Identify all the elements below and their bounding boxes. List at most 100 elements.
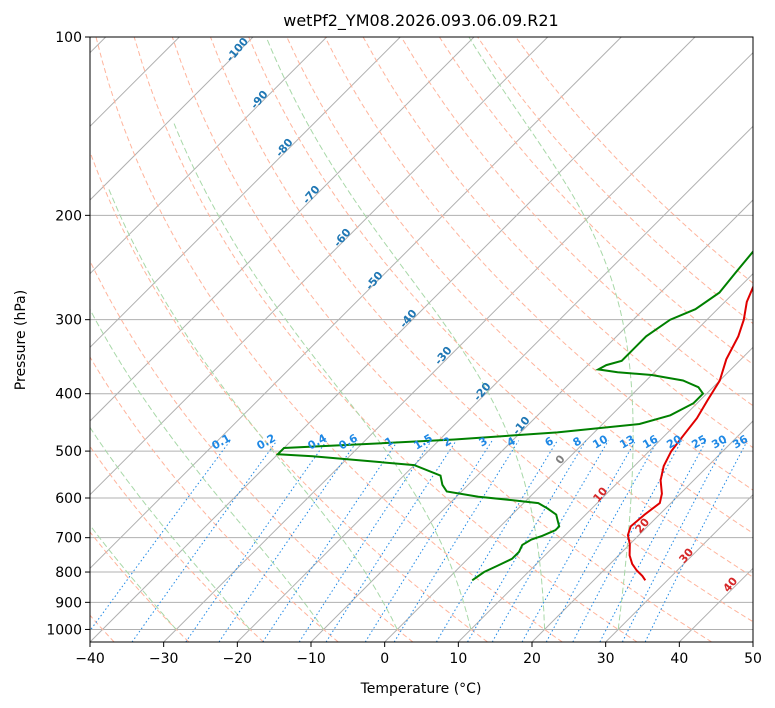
- y-tick-label: 500: [55, 444, 82, 460]
- theta-label: -60: [331, 226, 354, 250]
- isobar-lines: [90, 37, 753, 630]
- theta-label: -100: [223, 35, 251, 65]
- moist-adiabat-line: [265, 37, 546, 630]
- moist-adiabat-line: [90, 426, 251, 630]
- mixing-ratio-label: 36: [730, 432, 750, 451]
- theta-label: -30: [432, 344, 455, 368]
- y-tick-label: 1000: [46, 622, 82, 638]
- x-axis: −40 −30 −20 −10 0 10 20 30 40 50: [75, 642, 762, 667]
- mixing-ratio-line: [298, 440, 432, 642]
- dry-adiabat-line: [95, 37, 563, 642]
- theta-label: 20: [632, 515, 652, 535]
- isotherm-line: [90, 37, 328, 275]
- mixing-ratio-line: [131, 440, 278, 642]
- chart-title: wetPf2_YM08.2026.093.06.09.R21: [283, 11, 558, 31]
- isotherm-line: [752, 641, 753, 642]
- moist-adiabat-line: [107, 188, 398, 630]
- moist-adiabat-line: [90, 308, 324, 630]
- theta-label: -50: [363, 269, 386, 293]
- mixing-ratio-line: [545, 440, 659, 642]
- dry-adiabat-line: [362, 37, 753, 449]
- y-axis-label: Pressure (hPa): [13, 290, 29, 390]
- mixing-ratio-line: [491, 440, 609, 642]
- mixing-ratio-line: [325, 440, 457, 642]
- isotherm-line: [163, 51, 753, 642]
- theta-label: -90: [248, 88, 271, 112]
- x-tick-label: 30: [597, 651, 615, 667]
- moist-adiabat-line: [173, 123, 472, 630]
- x-tick-label: 40: [670, 651, 688, 667]
- profile-lines: [275, 250, 753, 582]
- moist-adiabat-line: [468, 37, 634, 630]
- x-tick-label: −10: [296, 651, 326, 667]
- dry-adiabat-lines: [90, 37, 753, 642]
- plot-frame: [89, 36, 754, 643]
- mixing-ratio-line: [262, 440, 399, 642]
- moist-adiabat-lines: [90, 37, 634, 630]
- dry-adiabat-line: [171, 37, 712, 642]
- isotherm-line: [605, 493, 753, 642]
- dry-adiabat-line: [90, 259, 414, 642]
- dry-adiabat-line: [133, 37, 638, 642]
- dewpoint-profile-line: [275, 250, 753, 582]
- isotherm-line: [90, 37, 622, 570]
- mixing-ratio-label: 20: [664, 432, 684, 451]
- x-tick-label: 20: [523, 651, 541, 667]
- mixing-ratio-label: 0.2: [255, 431, 278, 452]
- mixing-ratio-label: 0.4: [306, 431, 330, 452]
- mixing-ratio-line: [467, 440, 587, 642]
- dry-adiabat-line: [210, 37, 753, 623]
- mixing-ratio-line: [599, 440, 707, 642]
- y-tick-label: 700: [55, 531, 82, 547]
- x-axis-label: Temperature (°C): [360, 681, 482, 697]
- theta-label: 40: [720, 574, 740, 594]
- dry-adiabat-line: [90, 445, 264, 642]
- mixing-ratio-label: 2: [441, 434, 454, 449]
- isotherm-line: [90, 37, 475, 422]
- isotherm-line: [457, 346, 753, 642]
- mixing-ratio-label: 6: [543, 434, 556, 449]
- mixing-ratio-label: 13: [617, 433, 637, 452]
- y-axis: 100 200 300 400 500 600 700 800 900 1000: [46, 30, 90, 638]
- mixing-ratio-label: 0.1: [210, 431, 233, 452]
- mixing-ratio-label: 30: [709, 432, 729, 451]
- isotherm-line: [678, 567, 753, 642]
- isotherm-lines: [90, 37, 753, 642]
- y-tick-label: 100: [55, 30, 82, 46]
- isotherm-line: [310, 199, 753, 642]
- y-tick-label: 800: [55, 565, 82, 581]
- mixing-ratio-line: [572, 440, 683, 642]
- dry-adiabat-line: [248, 37, 753, 578]
- mixing-ratio-lines: [90, 440, 748, 642]
- mixing-ratio-line: [435, 440, 558, 642]
- x-tick-label: 0: [380, 651, 389, 667]
- isotherm-line: [384, 272, 753, 642]
- temperature-profile-line: [626, 284, 753, 581]
- mixing-ratio-line: [90, 440, 231, 632]
- theta-label: -80: [273, 136, 296, 160]
- isotherm-line: [90, 37, 696, 642]
- y-tick-label: 200: [55, 208, 82, 224]
- mixing-ratio-label: 16: [640, 432, 660, 451]
- y-tick-label: 600: [55, 491, 82, 507]
- dry-adiabat-line: [515, 37, 753, 284]
- isoline-labels: -100-90-80-70-60-50-40-30-20-10010203040…: [210, 35, 751, 595]
- x-tick-label: −30: [149, 651, 179, 667]
- dry-adiabat-line: [90, 531, 190, 642]
- x-tick-label: −40: [75, 651, 105, 667]
- mixing-ratio-line: [621, 440, 728, 642]
- theta-label: -40: [397, 307, 420, 331]
- dry-adiabat-line: [90, 150, 488, 642]
- isotherm-line: [90, 37, 254, 201]
- dry-adiabat-line: [400, 37, 753, 407]
- isotherm-line: [236, 125, 753, 642]
- mixing-ratio-line: [364, 440, 493, 642]
- x-tick-label: 50: [744, 651, 762, 667]
- y-tick-label: 400: [55, 387, 82, 403]
- isotherm-line: [90, 37, 401, 349]
- mixing-ratio-label: 10: [590, 432, 610, 451]
- y-tick-label: 900: [55, 595, 82, 611]
- dry-adiabat-line: [324, 37, 753, 491]
- mixing-ratio-label: 25: [689, 433, 709, 452]
